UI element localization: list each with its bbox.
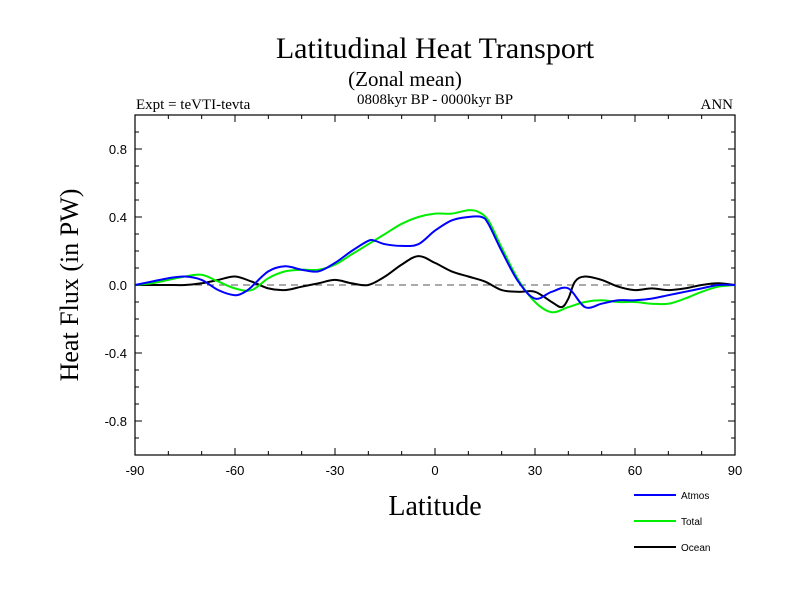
- x-tick-label: -90: [126, 463, 145, 478]
- period-label: 0808kyr BP - 0000kyr BP: [357, 92, 513, 108]
- y-tick-label: 0.8: [109, 142, 127, 157]
- y-tick-label: -0.4: [105, 346, 127, 361]
- x-axis-label: Latitude: [388, 491, 481, 522]
- x-tick-label: -30: [326, 463, 345, 478]
- x-tick-label: 60: [628, 463, 642, 478]
- legend-label-ocean: Ocean: [681, 543, 710, 554]
- x-tick-label: 30: [528, 463, 542, 478]
- x-tick-label: 0: [431, 463, 438, 478]
- series-line-ocean: [135, 255, 736, 309]
- legend-label-total: Total: [681, 517, 702, 528]
- season-label: ANN: [701, 97, 734, 113]
- series-line-atmos: [134, 215, 736, 309]
- experiment-label: Expt = teVTI-tevta: [136, 97, 251, 113]
- x-tick-label: 90: [728, 463, 742, 478]
- y-tick-label: 0.0: [109, 278, 127, 293]
- x-tick-label: -60: [226, 463, 245, 478]
- chart-subtitle: (Zonal mean): [348, 67, 462, 91]
- y-tick-label: 0.4: [109, 210, 127, 225]
- y-axis-label: Heat Flux (in PW): [55, 189, 84, 382]
- y-tick-label: -0.8: [105, 414, 127, 429]
- series-line-total: [134, 209, 736, 314]
- legend-label-atmos: Atmos: [681, 491, 709, 502]
- chart-title: Latitudinal Heat Transport: [276, 32, 595, 65]
